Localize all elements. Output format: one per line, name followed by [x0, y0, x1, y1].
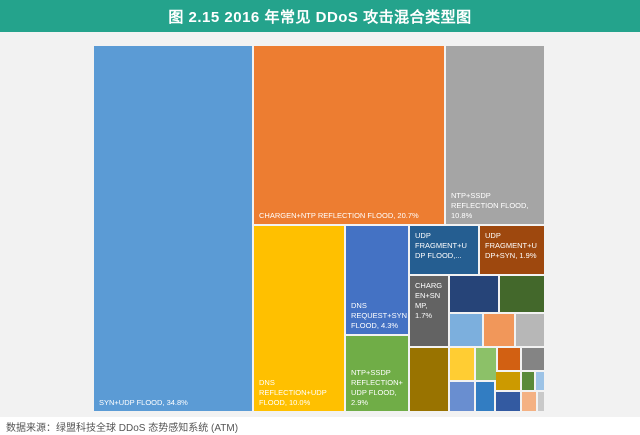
treemap-tile-label: CHARGEN+NTP REFLECTION FLOOD, 20.7%: [259, 211, 419, 220]
treemap-tile-label: 10.8%: [451, 211, 473, 220]
treemap-tile-rect: [536, 372, 544, 390]
treemap-tile: [450, 276, 498, 312]
treemap-tile-label: 2.9%: [351, 398, 368, 407]
treemap-tile-rect: [450, 382, 474, 411]
treemap-tile-label: DP FLOOD,...: [415, 251, 462, 260]
treemap-tile-rect: [496, 392, 520, 411]
treemap-tile-label: DP+SYN, 1.9%: [485, 251, 537, 260]
treemap-tile-label: CHARG: [415, 281, 442, 290]
treemap-tile-label: NTP+SSDP: [451, 191, 491, 200]
treemap-tile-label: FLOOD, 10.0%: [259, 398, 311, 407]
treemap-tile: SYN+UDP FLOOD, 34.8%: [94, 46, 252, 411]
treemap-tile: CHARGEN+NTP REFLECTION FLOOD, 20.7%: [254, 46, 444, 224]
source-note: 数据来源：绿盟科技全球 DDoS 态势感知系统 (ATM): [6, 419, 238, 434]
treemap-tile: [522, 348, 544, 370]
treemap-tile: [450, 382, 474, 411]
treemap-tile-rect: [498, 348, 520, 370]
treemap-tile-rect: [538, 392, 544, 411]
treemap-tile-label: SYN+UDP FLOOD, 34.8%: [99, 398, 188, 407]
treemap-tile-label: FLOOD, 4.3%: [351, 321, 398, 330]
treemap-tile: [498, 348, 520, 370]
treemap-tile-label: DNS: [351, 301, 367, 310]
treemap-tile-rect: [476, 382, 494, 411]
treemap-tile-label: NTP+SSDP: [351, 368, 391, 377]
treemap-tile: [500, 276, 544, 312]
treemap-tile-label: REFLECTION+UDP: [259, 388, 327, 397]
treemap-tile-label: FRAGMENT+U: [485, 241, 537, 250]
treemap-tile: [496, 392, 520, 411]
treemap-tile: [476, 348, 496, 380]
treemap-tile-label: FRAGMENT+U: [415, 241, 467, 250]
treemap-tile: [476, 382, 494, 411]
treemap-tile-rect: [476, 348, 496, 380]
treemap-tile: [496, 372, 520, 390]
treemap-tile-label: UDP: [485, 231, 501, 240]
treemap-tile: [522, 392, 536, 411]
treemap-tile-rect: [410, 348, 448, 411]
treemap-tile-rect: [450, 348, 474, 380]
treemap-tile: [538, 392, 544, 411]
treemap-tile-label: MP,: [415, 301, 427, 310]
treemap-tile-rect: [450, 314, 482, 346]
treemap-tile-label: UDP FLOOD,: [351, 388, 397, 397]
treemap-tile-rect: [522, 372, 534, 390]
treemap-tile-label: REFLECTION+: [351, 378, 404, 387]
treemap-tile: [410, 348, 448, 411]
treemap-tile-label: EN+SN: [415, 291, 440, 300]
treemap-tile: [484, 314, 514, 346]
treemap-tile-rect: [516, 314, 544, 346]
treemap-tile: [522, 372, 534, 390]
treemap-tile-label: UDP: [415, 231, 431, 240]
treemap-tile-rect: [254, 46, 444, 224]
treemap-tile: [536, 372, 544, 390]
treemap-tile: [450, 348, 474, 380]
treemap-tile-rect: [94, 46, 252, 411]
treemap-tile-label: 1.7%: [415, 311, 432, 320]
treemap-tile-rect: [496, 372, 520, 390]
treemap-tile-label: REQUEST+SYN: [351, 311, 407, 320]
treemap-tile-rect: [522, 348, 544, 370]
treemap-tile-rect: [450, 276, 498, 312]
treemap-tile-rect: [484, 314, 514, 346]
treemap-tile: [450, 314, 482, 346]
chart-title: 图 2.15 2016 年常见 DDoS 攻击混合类型图: [0, 0, 640, 32]
treemap-tile-rect: [500, 276, 544, 312]
treemap-tile-label: DNS: [259, 378, 275, 387]
treemap-tile-label: REFLECTION FLOOD,: [451, 201, 529, 210]
treemap-chart: SYN+UDP FLOOD, 34.8% CHARGEN+NTP REFLECTI…: [0, 32, 640, 417]
treemap-tile-rect: [522, 392, 536, 411]
treemap-area: SYN+UDP FLOOD, 34.8% CHARGEN+NTP REFLECTI…: [0, 32, 640, 417]
treemap-tile: [516, 314, 544, 346]
